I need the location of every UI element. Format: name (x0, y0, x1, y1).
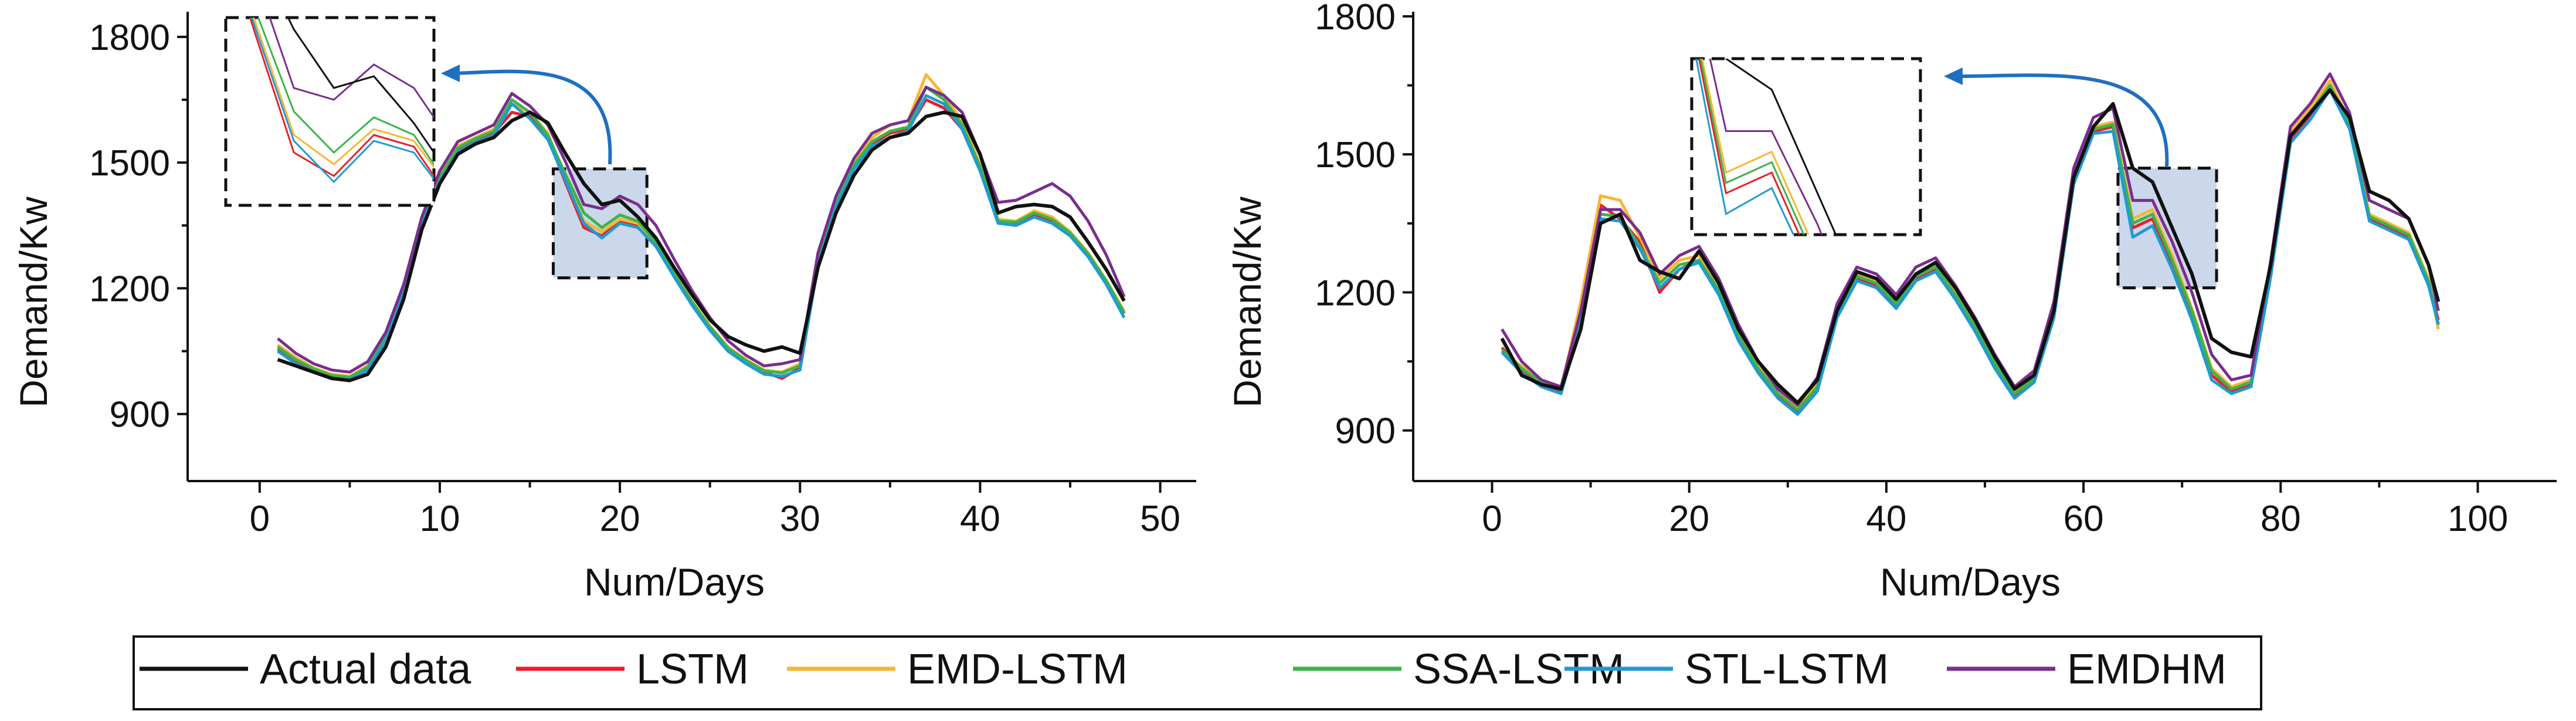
legend-label: Actual data (260, 646, 471, 693)
y-tick-label: 1800 (1315, 0, 1396, 38)
x-tick-label: 80 (2261, 499, 2301, 539)
x-tick-label: 10 (420, 499, 460, 539)
legend-label: EMDHM (2067, 646, 2227, 693)
inset-lines (1695, 59, 1837, 235)
y-tick-label: 1200 (1315, 273, 1396, 313)
right-x-axis-label: Num/Days (1880, 560, 2061, 604)
left-chart: Demand/Kw Num/Days 900 1200 1500 1800 0 10 20 3… (12, 12, 1196, 604)
right-chart: Demand/Kw Num/Days 900 1200 1500 1800 0 20 40 6… (1226, 0, 2557, 604)
y-tick-label: 1500 (89, 143, 170, 184)
zoom-inset (1690, 57, 1922, 236)
zoom-arrow (1958, 73, 2169, 168)
zoom-arrow-head (441, 65, 460, 82)
y-tick-label: 1800 (89, 18, 170, 58)
x-tick-label: 30 (780, 499, 820, 539)
inset-series-line (1725, 59, 1837, 235)
inset-series-line (1698, 59, 1800, 235)
x-tick-label: 0 (250, 499, 270, 539)
right-y-axis-label: Demand/Kw (1226, 197, 1269, 408)
legend-label: STL-LSTM (1685, 646, 1889, 693)
inset-series-line (253, 18, 434, 169)
x-tick-label: 60 (2063, 499, 2104, 539)
x-tick-label: 50 (1140, 499, 1180, 539)
x-tick-label: 40 (960, 499, 1000, 539)
inset-series-line (249, 18, 434, 178)
x-tick-label: 0 (1482, 499, 1502, 539)
zoom-arrow (455, 69, 612, 165)
inset-series-line (1699, 59, 1805, 235)
inset-series-line (269, 18, 434, 119)
legend: Actual data LSTM EMD-LSTM SSA-LSTM STL-LSTM E… (133, 635, 2262, 710)
series-line-stl-lstm (1501, 88, 2440, 416)
inset-series-line (1709, 59, 1823, 235)
x-tick-label: 100 (2448, 499, 2508, 539)
inset-lines (249, 18, 434, 184)
inset-series-line (287, 18, 434, 154)
inset-series-line (257, 18, 434, 166)
legend-label: LSTM (636, 646, 749, 693)
series-line-actual-data (1500, 88, 2441, 405)
y-tick-label: 1200 (89, 269, 170, 309)
legend-label: EMD-LSTM (907, 646, 1128, 693)
x-tick-label: 20 (600, 499, 640, 539)
left-x-axis-label: Num/Days (584, 560, 765, 604)
y-tick-label: 900 (1335, 411, 1396, 452)
series-line-actual-data (277, 110, 1126, 382)
inset-series-line (250, 18, 434, 184)
x-tick-label: 20 (1669, 499, 1709, 539)
zoom-arrow-head (1944, 67, 1963, 85)
y-tick-label: 900 (110, 395, 170, 435)
x-tick-label: 40 (1866, 499, 1906, 539)
legend-frame (133, 635, 2262, 710)
y-tick-label: 1500 (1315, 135, 1396, 175)
left-y-axis-label: Demand/Kw (12, 197, 55, 408)
inset-series-line (1701, 59, 1810, 235)
